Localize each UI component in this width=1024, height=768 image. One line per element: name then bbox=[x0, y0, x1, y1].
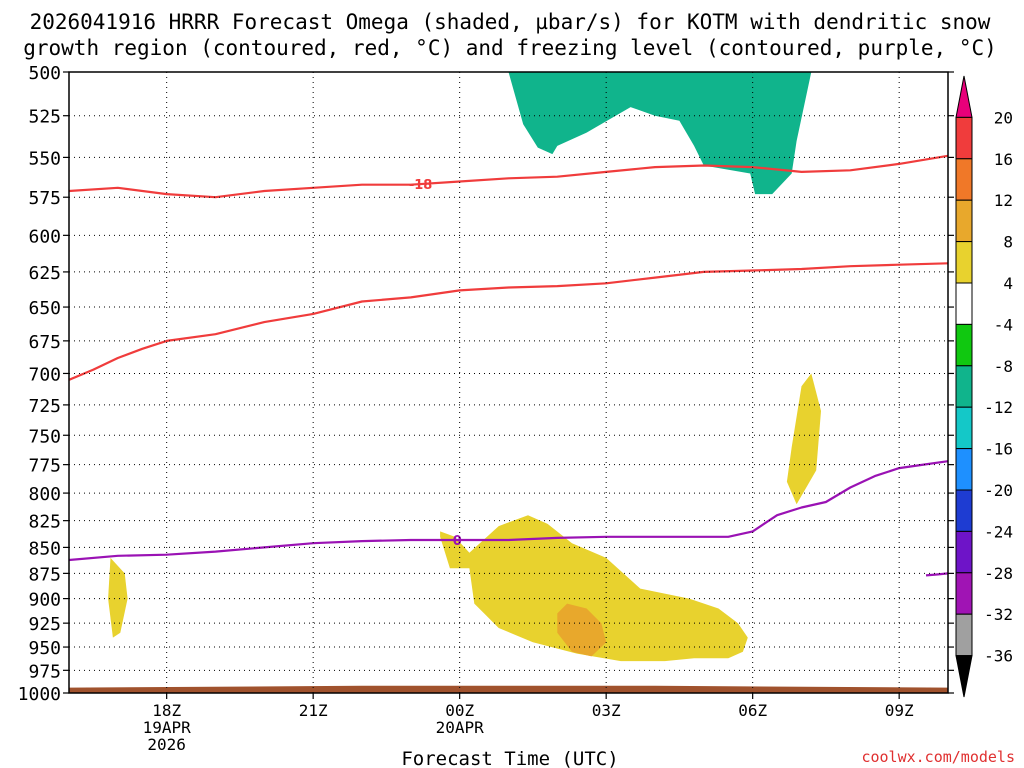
x-tick-label-18-2: 2026 bbox=[147, 735, 186, 754]
freezing-contour-0 bbox=[69, 460, 948, 562]
y-tick-label-800: 800 bbox=[28, 484, 61, 505]
x-tick-label-30-0: 06Z bbox=[738, 701, 767, 720]
x-tick-label-21-0: 21Z bbox=[299, 701, 328, 720]
plot-area: -18 0 bbox=[69, 72, 948, 693]
y-tick-label-725: 725 bbox=[28, 396, 61, 417]
y-tick-label-500: 500 bbox=[28, 63, 61, 84]
colorbar-label-11: -28 bbox=[984, 564, 1013, 583]
omega-region-3 bbox=[183, 250, 948, 680]
colorbar-swatch-7 bbox=[955, 365, 973, 408]
colorbar-swatch-11 bbox=[955, 530, 973, 574]
y-tick-label-650: 650 bbox=[28, 298, 61, 319]
colorbar-swatch-10 bbox=[955, 489, 973, 532]
terrain-surface bbox=[69, 685, 948, 693]
omega-region-4 bbox=[440, 515, 748, 662]
colorbar-swatch-2 bbox=[955, 158, 973, 201]
freezing-contour-0-label: 0 bbox=[453, 534, 462, 549]
x-tick-label-24-1: 20APR bbox=[436, 718, 485, 737]
colorbar-bottom-arrow bbox=[955, 655, 973, 698]
colorbar-label-12: -32 bbox=[984, 605, 1013, 624]
y-tick-label-825: 825 bbox=[28, 512, 61, 533]
y-tick-label-950: 950 bbox=[28, 638, 61, 659]
gridlines bbox=[69, 72, 948, 693]
colorbar-label-10: -24 bbox=[984, 522, 1013, 541]
colorbar-label-2: 12 bbox=[994, 191, 1013, 210]
y-tick-label-975: 975 bbox=[28, 661, 61, 682]
colorbar: 20 16 12 8 4 -4 -8 -12 -16 -20 -24 -28 -32 -36 bbox=[955, 75, 1013, 698]
y-tick-label-750: 750 bbox=[28, 426, 61, 447]
x-axis-label: Forecast Time (UTC) bbox=[401, 748, 618, 768]
colorbar-label-5: -4 bbox=[994, 315, 1013, 334]
chart-subtitle: growth region (contoured, red, °C) and f… bbox=[23, 36, 997, 60]
y-tick-label-675: 675 bbox=[28, 332, 61, 353]
y-tick-label-775: 775 bbox=[28, 456, 61, 477]
colorbar-label-7: -12 bbox=[984, 398, 1013, 417]
plot-frame bbox=[68, 71, 949, 694]
y-tick-label-600: 600 bbox=[28, 226, 61, 247]
x-tick-label-33-0: 09Z bbox=[885, 701, 914, 720]
colorbar-label-4: 4 bbox=[1003, 274, 1013, 293]
x-tick-label-24-0: 00Z bbox=[445, 701, 474, 720]
y-tick-label-900: 900 bbox=[28, 590, 61, 611]
dgz-contour-0 bbox=[69, 154, 948, 199]
x-tick-label-18-1: 19APR bbox=[143, 718, 192, 737]
x-tick-label-18-0: 18Z bbox=[152, 701, 181, 720]
colorbar-swatch-3 bbox=[955, 199, 973, 243]
y-tick-label-575: 575 bbox=[28, 188, 61, 209]
y-tick-label-875: 875 bbox=[28, 564, 61, 585]
colorbar-swatch-1 bbox=[955, 116, 973, 160]
colorbar-label-3: 8 bbox=[1003, 233, 1013, 252]
colorbar-swatch-8 bbox=[955, 406, 973, 450]
credit-text[interactable]: coolwx.com/models bbox=[861, 748, 1015, 766]
x-tick-label-27-0: 03Z bbox=[592, 701, 621, 720]
omega-region-2 bbox=[108, 557, 128, 638]
plot-content: -18 0 bbox=[69, 72, 948, 693]
colorbar-label-6: -8 bbox=[994, 357, 1013, 376]
dgz-contour-1 bbox=[69, 262, 948, 381]
colorbar-label-1: 16 bbox=[994, 150, 1013, 169]
omega-region-5 bbox=[786, 373, 821, 505]
y-tick-label-625: 625 bbox=[28, 263, 61, 284]
omega-region-6 bbox=[557, 603, 607, 657]
y-tick-label-925: 925 bbox=[28, 614, 61, 635]
y-tick-label-850: 850 bbox=[28, 538, 61, 559]
colorbar-label-0: 20 bbox=[994, 108, 1013, 127]
colorbar-label-9: -20 bbox=[984, 481, 1013, 500]
y-tick-label-550: 550 bbox=[28, 148, 61, 169]
colorbar-swatch-9 bbox=[955, 448, 973, 491]
colorbar-top-arrow bbox=[955, 75, 973, 118]
chart-title: 2026041916 HRRR Forecast Omega (shaded, … bbox=[30, 10, 991, 34]
dgz-contour-0-label: -18 bbox=[409, 178, 433, 193]
colorbar-swatch-6 bbox=[955, 323, 973, 367]
colorbar-swatch-12 bbox=[955, 572, 973, 615]
y-tick-label-525: 525 bbox=[28, 107, 61, 128]
y-tick-label-1000: 1000 bbox=[18, 684, 61, 705]
colorbar-swatch-4 bbox=[955, 241, 973, 284]
colorbar-swatch-13 bbox=[955, 613, 973, 657]
colorbar-swatch-5 bbox=[955, 282, 973, 325]
colorbar-label-8: -16 bbox=[984, 440, 1013, 459]
omega-region-0 bbox=[107, 73, 141, 380]
y-tick-label-700: 700 bbox=[28, 364, 61, 385]
omega-region-7 bbox=[508, 72, 812, 195]
axes: 500 525 550 575 600 625 650 675 700 725 750 775 800 8… bbox=[18, 63, 954, 754]
colorbar-label-13: -36 bbox=[984, 647, 1013, 666]
